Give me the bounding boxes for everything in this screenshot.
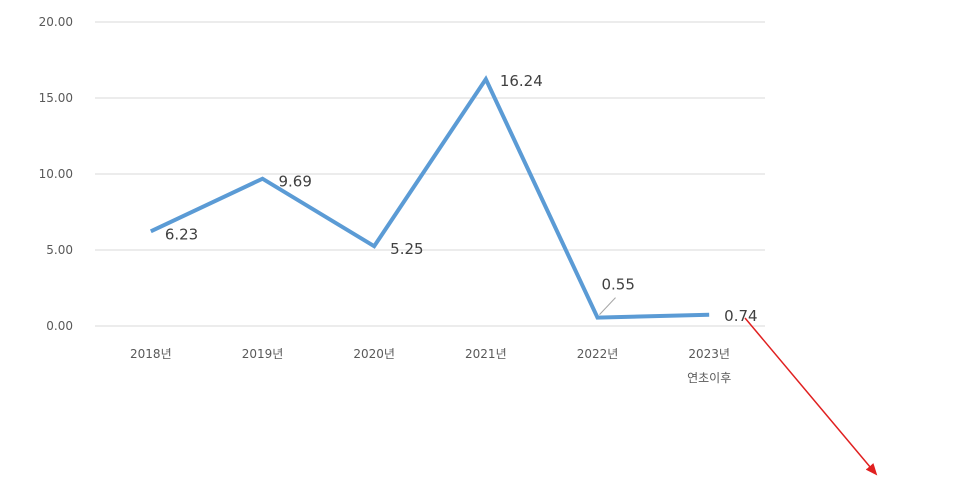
- data-label: 0.74: [724, 307, 757, 325]
- leader-line: [599, 297, 616, 315]
- data-label: 9.69: [279, 173, 312, 191]
- annotation-arrow: [744, 317, 878, 476]
- series-line: [149, 75, 710, 320]
- x-axis-ticks: 2018년 2019년 2020년 2021년 2022년 2023년 연초이후: [130, 347, 731, 385]
- y-tick-label: 0.00: [46, 319, 73, 333]
- y-tick-label: 20.00: [39, 15, 73, 29]
- x-tick-label: 2021년: [465, 347, 507, 361]
- y-axis-ticks: 20.00 15.00 10.00 5.00 0.00: [39, 15, 73, 333]
- x-tick-label: 2019년: [242, 347, 284, 361]
- y-tick-label: 5.00: [46, 243, 73, 257]
- x-tick-label: 2020년: [353, 347, 395, 361]
- y-tick-label: 15.00: [39, 91, 73, 105]
- series-line-group: [149, 75, 710, 320]
- data-label: 5.25: [390, 240, 423, 258]
- x-tick-label: 2022년: [577, 347, 619, 361]
- y-tick-label: 10.00: [39, 167, 73, 181]
- data-label: 16.24: [500, 72, 543, 90]
- gridlines: [95, 21, 765, 327]
- data-labels: 6.23 9.69 5.25 16.24 0.55 0.74: [165, 72, 758, 325]
- x-tick-label: 2023년 연초이후: [687, 347, 731, 385]
- data-label: 0.55: [602, 276, 635, 294]
- data-label: 6.23: [165, 225, 198, 243]
- x-tick-label: 2018년: [130, 347, 172, 361]
